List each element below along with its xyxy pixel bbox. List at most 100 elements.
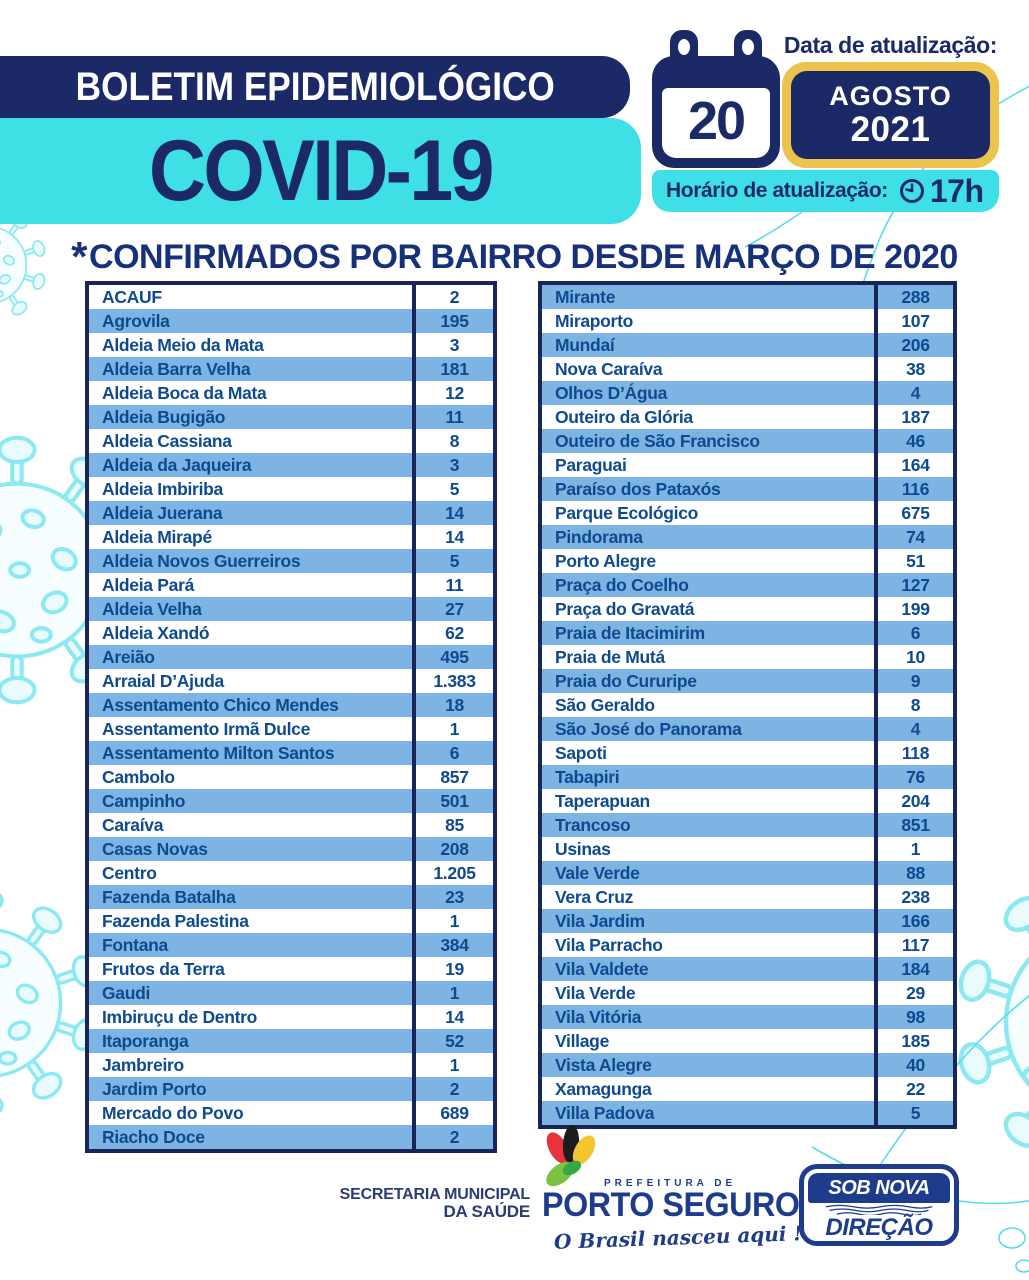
confirmed-count: 288 (874, 285, 953, 309)
confirmed-count: 98 (874, 1005, 953, 1029)
confirmed-count: 127 (874, 573, 953, 597)
table-row: Casas Novas 208 (89, 837, 493, 861)
update-time-value: 17h (929, 172, 984, 209)
neighborhood-name: Sapoti (555, 743, 607, 763)
neighborhood-name: Aldeia Pará (102, 575, 195, 595)
confirmed-count: 11 (412, 573, 493, 597)
neighborhood-name: Aldeia Barra Velha (102, 359, 251, 379)
confirmed-count: 384 (412, 933, 493, 957)
neighborhood-name: Praia de Itacimirim (555, 623, 705, 643)
table-row: Aldeia Juerana 14 (89, 501, 493, 525)
confirmed-count: 23 (412, 885, 493, 909)
confirmed-count: 46 (874, 429, 953, 453)
table-row: Praça do Coelho 127 (542, 573, 953, 597)
confirmed-count: 118 (874, 741, 953, 765)
table-row: Aldeia Xandó 62 (89, 621, 493, 645)
table-row: Aldeia da Jaqueira 3 (89, 453, 493, 477)
new-direction-badge: SOB NOVA DIREÇÃO (799, 1164, 959, 1246)
table-row: Aldeia Barra Velha 181 (89, 357, 493, 381)
table-row: Fazenda Palestina 1 (89, 909, 493, 933)
neighborhood-name: Vila Jardim (555, 911, 645, 931)
neighborhood-name: Olhos D’Água (555, 383, 668, 403)
table-row: Sapoti 118 (542, 741, 953, 765)
confirmed-count: 116 (874, 477, 953, 501)
update-time-label: Horário de atualização: (666, 179, 888, 202)
table-row: Trancoso 851 (542, 813, 953, 837)
neighborhood-name: Vera Cruz (555, 887, 634, 907)
neighborhood-name: Fontana (102, 935, 168, 955)
confirmed-count: 76 (874, 765, 953, 789)
table-row: Assentamento Irmã Dulce 1 (89, 717, 493, 741)
table-row: Outeiro de São Francisco 46 (542, 429, 953, 453)
table-row: Praia de Mutá 10 (542, 645, 953, 669)
cases-table-right: Mirante 288 Miraporto 107 Mundaí 206 Nova Cara… (538, 281, 957, 1129)
neighborhood-name: São José do Panorama (555, 719, 742, 739)
month-inner: AGOSTO 2021 (791, 71, 990, 159)
confirmed-count: 206 (874, 333, 953, 357)
confirmed-count: 689 (412, 1101, 493, 1125)
confirmed-count: 204 (874, 789, 953, 813)
neighborhood-name: Outeiro da Glória (555, 407, 693, 427)
confirmed-count: 27 (412, 597, 493, 621)
neighborhood-name: Trancoso (555, 815, 631, 835)
confirmed-count: 4 (874, 381, 953, 405)
confirmed-count: 187 (874, 405, 953, 429)
confirmed-count: 199 (874, 597, 953, 621)
neighborhood-name: Assentamento Chico Mendes (102, 695, 339, 715)
confirmed-count: 14 (412, 525, 493, 549)
secretariat-line2: DA SAÚDE (443, 1202, 530, 1221)
table-row: São Geraldo 8 (542, 693, 953, 717)
confirmed-count: 8 (874, 693, 953, 717)
confirmed-count: 88 (874, 861, 953, 885)
neighborhood-name: Jambreiro (102, 1055, 184, 1075)
confirmed-count: 29 (874, 981, 953, 1005)
table-row: Usinas 1 (542, 837, 953, 861)
table-row: Vila Verde 29 (542, 981, 953, 1005)
neighborhood-name: Vila Verde (555, 983, 636, 1003)
neighborhood-name: Frutos da Terra (102, 959, 225, 979)
table-row: Olhos D’Água 4 (542, 381, 953, 405)
table-row: Centro 1.205 (89, 861, 493, 885)
table-row: Fazenda Batalha 23 (89, 885, 493, 909)
bulletin-label: BOLETIM EPIDEMIOLÓGICO (75, 64, 555, 109)
table-row: Villa Padova 5 (542, 1101, 953, 1125)
confirmed-count: 18 (412, 693, 493, 717)
table-row: Pindorama 74 (542, 525, 953, 549)
table-row: Praia do Cururipe 9 (542, 669, 953, 693)
logo-petals-icon (546, 1125, 596, 1187)
neighborhood-name: Jardim Porto (102, 1079, 207, 1099)
table-row: Riacho Doce 2 (89, 1125, 493, 1149)
confirmed-count: 14 (412, 501, 493, 525)
neighborhood-name: Gaudi (102, 983, 151, 1003)
confirmed-count: 495 (412, 645, 493, 669)
confirmed-count: 1.383 (412, 669, 493, 693)
table-row: Outeiro da Glória 187 (542, 405, 953, 429)
secretariat-credit: SECRETARIA MUNICIPAL DA SAÚDE (300, 1186, 531, 1221)
table-row: Tabapiri 76 (542, 765, 953, 789)
neighborhood-name: Village (555, 1031, 609, 1051)
table-row: Mercado do Povo 689 (89, 1101, 493, 1125)
neighborhood-name: Aldeia Mirapé (102, 527, 212, 547)
neighborhood-name: Aldeia Juerana (102, 503, 223, 523)
table-row: Assentamento Milton Santos 6 (89, 741, 493, 765)
neighborhood-name: Aldeia Xandó (102, 623, 210, 643)
neighborhood-name: Paraíso dos Pataxós (555, 479, 721, 499)
neighborhood-name: Porto Alegre (555, 551, 656, 571)
confirmed-count: 38 (874, 357, 953, 381)
confirmed-count: 164 (874, 453, 953, 477)
table-row: Aldeia Cassiana 8 (89, 429, 493, 453)
confirmed-count: 238 (874, 885, 953, 909)
neighborhood-name: Arraial D’Ajuda (102, 671, 224, 691)
neighborhood-name: Areião (102, 647, 155, 667)
table-row: Areião 495 (89, 645, 493, 669)
table-row: Campinho 501 (89, 789, 493, 813)
bulletin-title-band: BOLETIM EPIDEMIOLÓGICO (0, 56, 630, 118)
table-row: Assentamento Chico Mendes 18 (89, 693, 493, 717)
table-row: São José do Panorama 4 (542, 717, 953, 741)
neighborhood-name: Imbiruçu de Dentro (102, 1007, 258, 1027)
table-row: Frutos da Terra 19 (89, 957, 493, 981)
confirmed-count: 14 (412, 1005, 493, 1029)
neighborhood-name: Assentamento Milton Santos (102, 743, 335, 763)
table-row: Fontana 384 (89, 933, 493, 957)
confirmed-count: 10 (874, 645, 953, 669)
